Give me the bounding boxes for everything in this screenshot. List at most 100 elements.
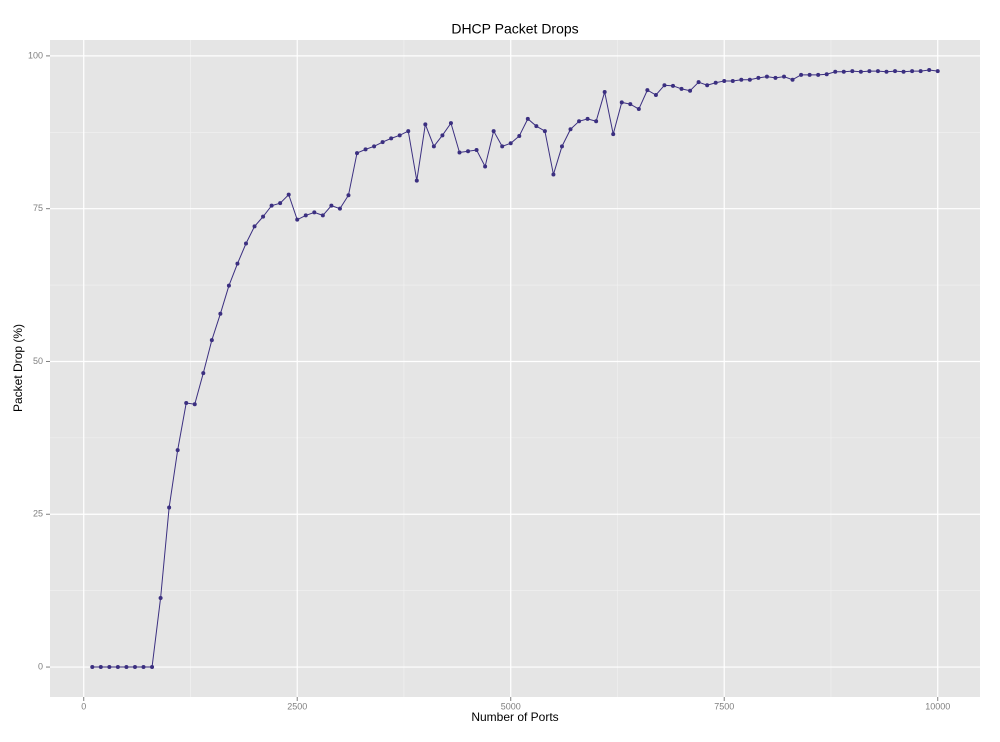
data-point — [320, 213, 325, 218]
data-point — [517, 133, 522, 138]
data-point — [841, 69, 846, 74]
data-point — [167, 505, 172, 510]
data-point — [124, 665, 129, 670]
data-point — [491, 129, 496, 134]
data-point — [790, 77, 795, 82]
data-point — [764, 74, 769, 79]
data-point — [619, 100, 624, 105]
y-tick-label: 75 — [33, 203, 43, 213]
data-point — [858, 69, 863, 74]
data-point — [688, 88, 693, 93]
x-tick-label: 5000 — [501, 701, 521, 711]
data-point — [380, 140, 385, 145]
data-line — [92, 69, 938, 668]
data-point — [679, 86, 684, 91]
data-point — [645, 88, 650, 93]
data-point — [269, 203, 274, 208]
data-point — [534, 124, 539, 129]
data-point — [602, 89, 607, 94]
data-point — [115, 665, 120, 670]
data-point — [816, 72, 821, 77]
data-point — [466, 149, 471, 154]
data-point — [662, 83, 667, 88]
data-point — [175, 448, 180, 453]
data-point — [884, 69, 889, 74]
data-point — [773, 75, 778, 80]
data-point — [312, 210, 317, 215]
data-point — [355, 151, 360, 156]
data-point — [192, 402, 197, 407]
y-tick-label: 0 — [38, 661, 43, 671]
data-point — [747, 77, 752, 82]
data-point — [337, 206, 342, 211]
data-point — [431, 144, 436, 149]
x-tick-label: 10000 — [925, 701, 950, 711]
data-point — [611, 132, 616, 137]
data-point — [705, 83, 710, 88]
data-point — [440, 133, 445, 138]
x-tick-label: 7500 — [714, 701, 734, 711]
y-axis-label: Packet Drop (%) — [11, 324, 25, 412]
data-point — [935, 69, 940, 74]
data-point — [594, 119, 599, 124]
y-tick-label: 25 — [33, 509, 43, 519]
data-point — [235, 261, 240, 266]
data-point — [713, 80, 718, 85]
data-point — [551, 172, 556, 177]
data-point — [568, 127, 573, 132]
data-point — [132, 665, 137, 670]
data-point — [756, 75, 761, 80]
data-point — [150, 665, 155, 670]
data-point — [397, 133, 402, 138]
data-point — [508, 141, 513, 146]
data-point — [107, 665, 112, 670]
data-point — [782, 74, 787, 79]
data-point — [209, 338, 214, 343]
data-point — [184, 401, 189, 406]
data-point — [730, 78, 735, 83]
data-point — [98, 665, 103, 670]
data-point — [799, 72, 804, 77]
data-point — [739, 77, 744, 82]
data-point — [243, 241, 248, 246]
data-point — [807, 72, 812, 77]
data-point — [559, 144, 564, 149]
data-point — [389, 136, 394, 141]
data-point — [500, 144, 505, 149]
x-tick-label: 2500 — [287, 701, 307, 711]
data-point — [414, 178, 419, 183]
data-point — [457, 150, 462, 155]
data-point — [158, 595, 163, 600]
data-point — [824, 72, 829, 77]
data-point — [893, 69, 898, 74]
y-tick-label: 50 — [33, 356, 43, 366]
data-point — [918, 69, 923, 74]
data-point — [833, 69, 838, 74]
data-point — [670, 83, 675, 88]
x-tick-label: 0 — [81, 701, 86, 711]
data-point — [696, 80, 701, 85]
data-point — [653, 93, 658, 98]
data-point — [346, 193, 351, 198]
plot-panel — [50, 40, 980, 697]
data-point — [363, 147, 368, 152]
data-point — [423, 122, 428, 127]
data-point — [295, 217, 300, 222]
data-point — [628, 102, 633, 107]
data-point — [722, 78, 727, 83]
data-point — [927, 67, 932, 72]
data-point — [585, 116, 590, 121]
x-axis-label: Number of Ports — [471, 710, 558, 724]
data-point — [474, 148, 479, 153]
data-point — [525, 116, 530, 121]
data-point — [448, 121, 453, 126]
y-tick-label: 100 — [28, 50, 43, 60]
data-point — [636, 107, 641, 112]
chart-title: DHCP Packet Drops — [451, 21, 578, 37]
data-point — [875, 69, 880, 74]
data-point — [278, 201, 283, 206]
data-point — [201, 371, 206, 376]
data-point — [910, 69, 915, 74]
data-point — [577, 119, 582, 124]
